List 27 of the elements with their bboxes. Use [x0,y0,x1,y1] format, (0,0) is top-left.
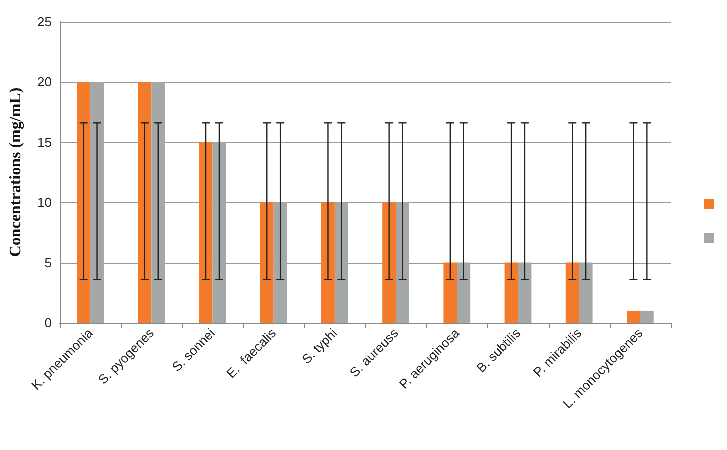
bar [77,82,91,323]
y-tick-label: 10 [38,195,52,210]
bar [260,202,274,323]
bar [152,82,166,323]
bar [640,310,654,323]
bar [90,82,104,323]
bar [199,142,213,323]
bar [274,202,288,323]
bar [504,262,518,323]
bar [138,82,152,323]
bar [457,262,471,323]
bar [579,262,593,323]
bar [212,142,226,323]
bar [444,262,458,323]
bar [518,262,532,323]
bar [382,202,396,323]
bar [566,262,580,323]
y-tick-label: 25 [38,14,52,30]
bar [627,310,640,323]
bar [334,202,348,323]
y-tick-label: 20 [38,74,52,90]
y-tick-label: 5 [44,255,52,270]
bar [396,202,410,323]
y-axis-title: Concentrations (mg/mL) [8,88,24,258]
bar [322,202,335,323]
y-tick-label: 0 [44,316,52,330]
y-tick-label: 15 [38,134,52,150]
